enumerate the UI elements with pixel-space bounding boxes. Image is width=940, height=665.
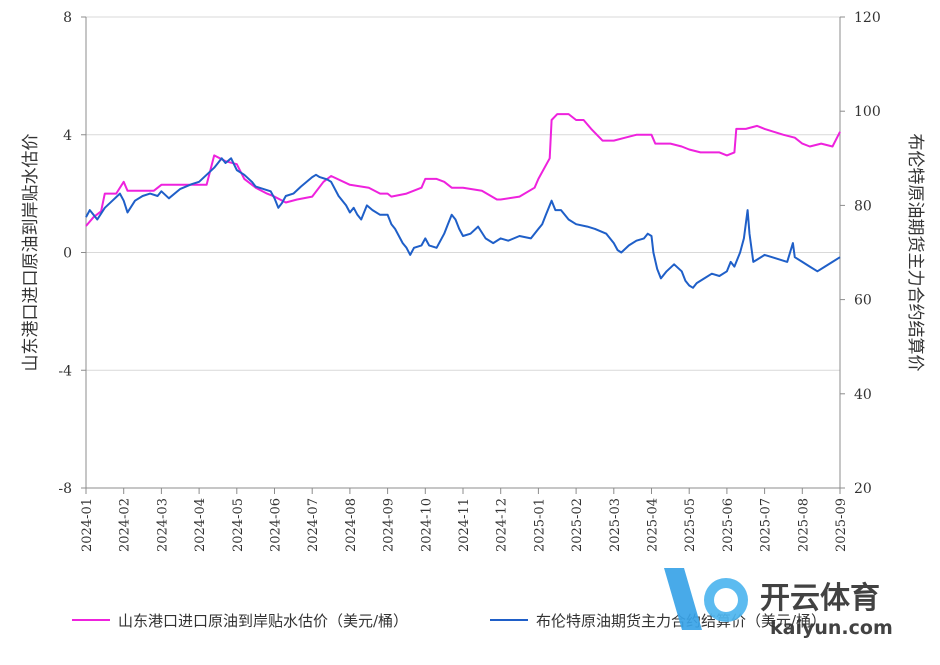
- svg-text:开云体育: 开云体育: [760, 581, 880, 616]
- right-tick-label: 80: [854, 198, 872, 214]
- right-tick-label: 20: [854, 481, 872, 497]
- x-tick-label: 2025-01: [532, 498, 547, 552]
- legend-label-shandong: 山东港口进口原油到岸贴水估价（美元/桶）: [118, 612, 408, 630]
- x-tick-label: 2025-02: [570, 498, 585, 552]
- x-tick-label: 2024-08: [344, 498, 359, 552]
- x-tick-label: 2025-04: [646, 498, 661, 552]
- x-tick-label: 2024-06: [269, 498, 284, 552]
- x-tick-label: 2025-07: [759, 498, 774, 552]
- x-tick-label: 2024-10: [419, 498, 434, 552]
- svg-text:kaiyun.com: kaiyun.com: [770, 617, 893, 639]
- x-tick-label: 2025-06: [721, 498, 736, 552]
- x-tick-label: 2024-07: [306, 498, 321, 552]
- x-tick-label: 2024-11: [457, 498, 472, 552]
- x-tick-label: 2024-04: [193, 498, 208, 552]
- left-tick-label: -8: [58, 481, 72, 497]
- series-line-0: [85, 113, 841, 227]
- x-tick-label: 2024-03: [155, 498, 170, 552]
- grid-lines: [86, 16, 840, 489]
- right-tick-label: 100: [854, 104, 881, 120]
- x-tick-label: 2025-03: [608, 498, 623, 552]
- right-tick-label: 40: [854, 387, 872, 403]
- axes: -8 -4 0 4 8 20 40 60 80 100 120 2024-01 2024-02 2024-…: [58, 10, 880, 552]
- x-tick-label: 2024-01: [80, 498, 95, 552]
- left-tick-label: 0: [63, 246, 72, 262]
- x-tick-label: 2024-05: [231, 498, 246, 552]
- x-tick-label: 2025-09: [834, 498, 849, 552]
- x-tick-label: 2025-05: [683, 498, 698, 552]
- x-tick-label: 2024-02: [118, 498, 133, 552]
- series-lines: [85, 113, 841, 289]
- right-tick-label: 60: [854, 293, 872, 309]
- x-tick-label: 2025-08: [796, 498, 811, 552]
- watermark-logo: 开云体育 kaiyun.com: [664, 568, 893, 639]
- x-tick-label: 2024-12: [495, 498, 510, 552]
- left-axis-title: 山东港口进口原油到岸贴水估价: [21, 134, 41, 372]
- series-line-1: [85, 157, 841, 289]
- left-tick-label: -4: [58, 363, 72, 379]
- left-tick-label: 4: [63, 128, 72, 144]
- left-tick-label: 8: [63, 10, 72, 26]
- right-tick-label: 120: [854, 10, 881, 26]
- right-axis-title: 布伦特原油期货主力合约结算价: [905, 134, 925, 372]
- x-tick-label: 2024-09: [382, 498, 397, 552]
